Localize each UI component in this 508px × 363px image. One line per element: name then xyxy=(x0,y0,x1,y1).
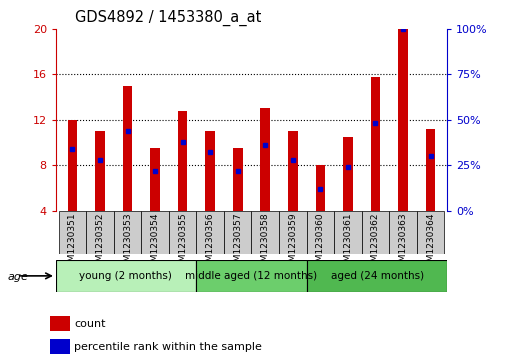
Bar xyxy=(306,211,334,254)
Text: GSM1230361: GSM1230361 xyxy=(343,213,353,273)
Bar xyxy=(122,86,132,211)
Bar xyxy=(389,211,417,254)
Bar xyxy=(279,211,306,254)
Bar xyxy=(417,211,444,254)
Bar xyxy=(178,111,187,211)
Bar xyxy=(114,211,141,254)
Text: GSM1230362: GSM1230362 xyxy=(371,213,380,273)
Bar xyxy=(362,211,389,254)
Text: aged (24 months): aged (24 months) xyxy=(331,271,424,281)
Text: GSM1230356: GSM1230356 xyxy=(206,213,215,273)
Bar xyxy=(261,109,270,211)
Text: GSM1230359: GSM1230359 xyxy=(288,213,297,273)
Text: young (2 months): young (2 months) xyxy=(79,271,172,281)
Bar xyxy=(50,339,70,354)
Text: GSM1230352: GSM1230352 xyxy=(96,213,105,273)
Text: GSM1230351: GSM1230351 xyxy=(68,213,77,273)
Bar xyxy=(150,148,160,211)
Text: GSM1230357: GSM1230357 xyxy=(233,213,242,273)
Bar xyxy=(334,211,362,254)
Bar xyxy=(307,260,447,292)
Bar xyxy=(398,29,408,211)
Bar xyxy=(169,211,197,254)
Text: percentile rank within the sample: percentile rank within the sample xyxy=(74,342,262,352)
Text: GSM1230354: GSM1230354 xyxy=(150,213,160,273)
Bar xyxy=(426,129,435,211)
Bar xyxy=(141,211,169,254)
Text: age: age xyxy=(8,272,28,282)
Bar xyxy=(315,165,325,211)
Text: GSM1230355: GSM1230355 xyxy=(178,213,187,273)
Text: GDS4892 / 1453380_a_at: GDS4892 / 1453380_a_at xyxy=(75,10,262,26)
Bar xyxy=(288,131,298,211)
Text: GSM1230364: GSM1230364 xyxy=(426,213,435,273)
Bar xyxy=(251,211,279,254)
Text: middle aged (12 months): middle aged (12 months) xyxy=(185,271,318,281)
Bar xyxy=(197,211,224,254)
Bar xyxy=(56,260,196,292)
Bar xyxy=(343,137,353,211)
Text: GSM1230360: GSM1230360 xyxy=(316,213,325,273)
Bar xyxy=(86,211,114,254)
Bar xyxy=(68,120,77,211)
Bar xyxy=(58,211,86,254)
Text: GSM1230353: GSM1230353 xyxy=(123,213,132,273)
Bar xyxy=(95,131,105,211)
Bar xyxy=(196,260,307,292)
Bar xyxy=(233,148,242,211)
Bar xyxy=(371,77,380,211)
Bar xyxy=(205,131,215,211)
Text: GSM1230363: GSM1230363 xyxy=(398,213,407,273)
Bar xyxy=(50,316,70,331)
Text: count: count xyxy=(74,319,106,329)
Text: GSM1230358: GSM1230358 xyxy=(261,213,270,273)
Bar xyxy=(224,211,251,254)
